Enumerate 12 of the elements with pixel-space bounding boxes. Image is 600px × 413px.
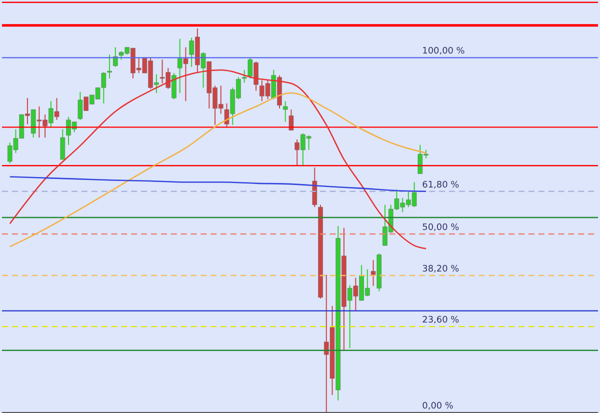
candlestick (288, 109, 294, 131)
candlestick (242, 69, 247, 84)
candlestick (312, 167, 318, 208)
candlestick (60, 128, 66, 160)
annotation: 38,20 % (422, 264, 460, 275)
annotation: 61,80 % (422, 180, 460, 190)
annotation: 100,00 % (422, 46, 465, 57)
annotation: 50,00 % (422, 223, 460, 234)
candlestick (107, 54, 112, 79)
annotation: 0,00 % (422, 402, 454, 412)
candlestick (282, 100, 288, 122)
annotation: 23,60 % (422, 316, 460, 326)
